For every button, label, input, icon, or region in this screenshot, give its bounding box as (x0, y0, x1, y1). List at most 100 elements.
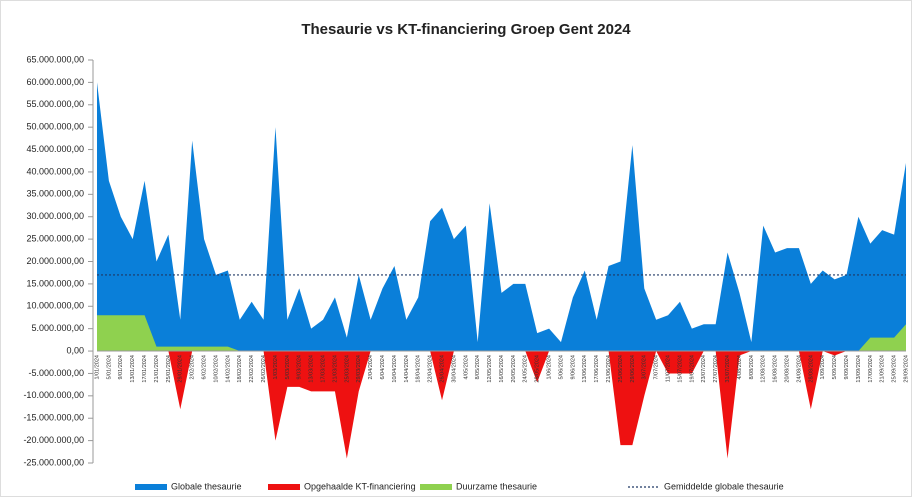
x-tick-label: 7/07/2024 (654, 355, 660, 379)
x-tick-label: 1/03/2024 (273, 355, 279, 379)
y-tick-label: -25.000.000,00 (23, 457, 84, 467)
y-tick-label: -15.000.000,00 (23, 413, 84, 423)
x-tick-label: 15/07/2024 (677, 355, 683, 383)
x-tick-label: 14/02/2024 (225, 355, 231, 383)
x-tick-label: 29/09/2024 (903, 355, 909, 383)
y-tick-label: 5.000.000,00 (31, 323, 84, 333)
y-tick-label: 10.000.000,00 (26, 301, 84, 311)
x-tick-label: 17/01/2024 (142, 355, 148, 383)
x-tick-label: 29/03/2024 (356, 355, 362, 383)
x-tick-label: 6/02/2024 (202, 355, 208, 379)
x-tick-label: 10/02/2024 (213, 355, 219, 383)
x-tick-label: 29/01/2024 (178, 355, 184, 383)
x-tick-label: 5/09/2024 (832, 355, 838, 379)
x-tick-label: 9/01/2024 (118, 355, 124, 379)
y-tick-label: 0,00 (66, 345, 84, 355)
x-tick-label: 4/05/2024 (463, 355, 469, 379)
x-tick-label: 1/06/2024 (547, 355, 553, 379)
x-tick-label: 9/03/2024 (297, 355, 303, 379)
y-tick-label: -10.000.000,00 (23, 390, 84, 400)
x-tick-label: 20/05/2024 (511, 355, 517, 383)
y-tick-label: -5.000.000,00 (28, 368, 84, 378)
legend-label: Globale thesaurie (171, 481, 242, 491)
area-series (97, 351, 906, 459)
x-tick-label: 5/03/2024 (285, 355, 291, 379)
x-tick-label: 13/01/2024 (130, 355, 136, 383)
x-tick-label: 26/04/2024 (439, 355, 445, 383)
y-tick-label: 25.000.000,00 (26, 233, 84, 243)
x-tick-label: 12/08/2024 (761, 355, 767, 383)
x-tick-label: 25/09/2024 (892, 355, 898, 383)
x-tick-label: 18/02/2024 (237, 355, 243, 383)
x-tick-label: 3/07/2024 (642, 355, 648, 379)
x-tick-label: 21/03/2024 (332, 355, 338, 383)
x-tick-label: 27/07/2024 (713, 355, 719, 383)
x-tick-label: 1/01/2024 (94, 355, 100, 379)
x-tick-label: 22/02/2024 (249, 355, 255, 383)
x-tick-label: 9/09/2024 (844, 355, 850, 379)
x-tick-label: 21/01/2024 (154, 355, 160, 383)
x-tick-label: 17/06/2024 (594, 355, 600, 383)
x-tick-label: 2/02/2024 (190, 355, 196, 379)
x-tick-label: 28/05/2024 (535, 355, 541, 383)
x-tick-label: 22/04/2024 (428, 355, 434, 383)
y-tick-label: -20.000.000,00 (23, 435, 84, 445)
x-tick-label: 8/08/2024 (749, 355, 755, 379)
x-tick-label: 25/06/2024 (618, 355, 624, 383)
y-tick-label: 45.000.000,00 (26, 144, 84, 154)
y-tick-label: 35.000.000,00 (26, 189, 84, 199)
x-tick-label: 20/08/2024 (784, 355, 790, 383)
y-tick-label: 20.000.000,00 (26, 256, 84, 266)
x-tick-label: 8/05/2024 (475, 355, 481, 379)
y-tick-label: 65.000.000,00 (26, 54, 84, 64)
x-tick-label: 19/07/2024 (689, 355, 695, 383)
legend-swatch (268, 484, 300, 490)
x-tick-label: 6/04/2024 (380, 355, 386, 379)
chart-title: Thesaurie vs KT-financiering Groep Gent … (301, 21, 631, 38)
legend-label: Opgehaalde KT-financiering (304, 481, 416, 491)
legend-label: Gemiddelde globale thesaurie (664, 481, 784, 491)
x-tick-label: 9/06/2024 (570, 355, 576, 379)
x-tick-label: 13/06/2024 (582, 355, 588, 383)
y-tick-label: 50.000.000,00 (26, 122, 84, 132)
x-tick-label: 26/02/2024 (261, 355, 267, 383)
legend-label: Duurzame thesaurie (456, 481, 537, 491)
legend-swatch (420, 484, 452, 490)
x-tick-label: 5/06/2024 (558, 355, 564, 379)
x-tick-label: 25/01/2024 (166, 355, 172, 383)
x-tick-label: 11/07/2024 (666, 355, 672, 382)
y-tick-label: 40.000.000,00 (26, 166, 84, 176)
x-tick-label: 25/03/2024 (344, 355, 350, 383)
area-series (97, 82, 906, 352)
x-tick-label: 13/03/2024 (309, 355, 315, 383)
x-tick-label: 21/06/2024 (606, 355, 612, 383)
x-tick-label: 1/09/2024 (820, 355, 826, 379)
legend-swatch (135, 484, 167, 490)
x-tick-label: 16/08/2024 (773, 355, 779, 383)
x-tick-label: 24/05/2024 (523, 355, 529, 383)
x-tick-label: 2/04/2024 (368, 355, 374, 379)
x-tick-label: 29/06/2024 (630, 355, 636, 383)
x-tick-label: 28/08/2024 (808, 355, 814, 383)
x-tick-label: 30/04/2024 (451, 355, 457, 383)
x-tick-label: 4/08/2024 (737, 355, 743, 379)
x-tick-label: 31/07/2024 (725, 355, 731, 383)
y-tick-label: 15.000.000,00 (26, 278, 84, 288)
x-tick-label: 5/01/2024 (106, 355, 112, 379)
area-series (97, 315, 906, 352)
y-tick-label: 30.000.000,00 (26, 211, 84, 221)
x-tick-label: 14/04/2024 (404, 355, 410, 383)
x-tick-label: 18/04/2024 (416, 355, 422, 383)
x-tick-label: 24/08/2024 (796, 355, 802, 383)
x-tick-label: 12/05/2024 (487, 355, 493, 383)
x-tick-label: 16/05/2024 (499, 355, 505, 383)
x-tick-label: 21/09/2024 (880, 355, 886, 383)
x-tick-label: 17/03/2024 (320, 355, 326, 383)
x-tick-label: 13/09/2024 (856, 355, 862, 383)
x-tick-label: 17/09/2024 (868, 355, 874, 383)
y-tick-label: 55.000.000,00 (26, 99, 84, 109)
x-tick-label: 23/07/2024 (701, 355, 707, 383)
y-tick-label: 60.000.000,00 (26, 77, 84, 87)
x-tick-label: 10/04/2024 (392, 355, 398, 383)
